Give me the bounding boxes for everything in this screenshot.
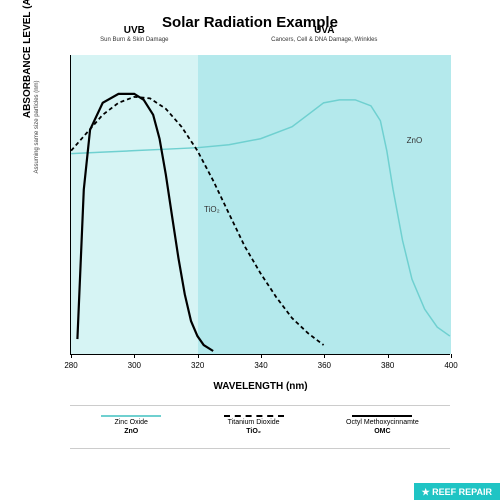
legend-divider-bottom xyxy=(70,448,450,449)
y-axis-label: ABSORBANCE LEVEL (Arb. Units) xyxy=(22,0,33,118)
legend-sub: OMC xyxy=(346,428,419,435)
x-tick-mark xyxy=(261,354,262,358)
x-tick-label: 340 xyxy=(254,361,267,370)
legend: Zinc Oxide ZnO Titanium Dioxide TiO₂ Octyl M… xyxy=(70,410,450,435)
x-tick-mark xyxy=(324,354,325,358)
legend-swatch xyxy=(224,415,284,417)
y-axis-sublabel: Assuming same size particles (nm) xyxy=(34,80,40,173)
curve-label-zno: ZnO xyxy=(407,136,423,145)
region-uva-label: UVA xyxy=(314,25,334,36)
legend-item: Zinc Oxide ZnO xyxy=(101,410,161,435)
x-tick-label: 400 xyxy=(444,361,457,370)
x-tick-label: 300 xyxy=(128,361,141,370)
x-axis-label: WAVELENGTH (nm) xyxy=(213,381,307,392)
brand-badge: ★ REEF REPAIR xyxy=(414,483,500,500)
x-tick-mark xyxy=(198,354,199,358)
legend-title: Octyl Methoxycinnamte xyxy=(346,419,419,426)
x-tick-label: 280 xyxy=(64,361,77,370)
chart-plot-area: UVB Sun Burn & Skin Damage UVA Cancers, … xyxy=(70,55,450,355)
x-tick-mark xyxy=(134,354,135,358)
legend-item: Octyl Methoxycinnamte OMC xyxy=(346,410,419,435)
x-tick-mark xyxy=(71,354,72,358)
curve-tio2 xyxy=(71,97,323,345)
legend-sub: ZnO xyxy=(101,428,161,435)
chart-title: Solar Radiation Example xyxy=(0,0,500,39)
chart-curves xyxy=(71,55,450,354)
region-uva-sublabel: Cancers, Cell & DNA Damage, Wrinkles xyxy=(271,37,377,43)
curve-label-tio2: TiO₂ xyxy=(204,205,220,214)
legend-sub: TiO₂ xyxy=(224,428,284,435)
legend-title: Titanium Dioxide xyxy=(224,419,284,426)
legend-divider-top xyxy=(70,405,450,406)
x-tick-label: 360 xyxy=(318,361,331,370)
x-tick-mark xyxy=(451,354,452,358)
x-tick-mark xyxy=(388,354,389,358)
legend-swatch xyxy=(101,415,161,417)
curve-zno xyxy=(71,100,450,336)
region-uvb-label: UVB xyxy=(124,25,145,36)
legend-title: Zinc Oxide xyxy=(101,419,161,426)
curve-omc xyxy=(77,94,213,351)
legend-swatch xyxy=(352,415,412,417)
legend-item: Titanium Dioxide TiO₂ xyxy=(224,410,284,435)
region-uvb-sublabel: Sun Burn & Skin Damage xyxy=(100,37,168,43)
x-tick-label: 320 xyxy=(191,361,204,370)
x-tick-label: 380 xyxy=(381,361,394,370)
